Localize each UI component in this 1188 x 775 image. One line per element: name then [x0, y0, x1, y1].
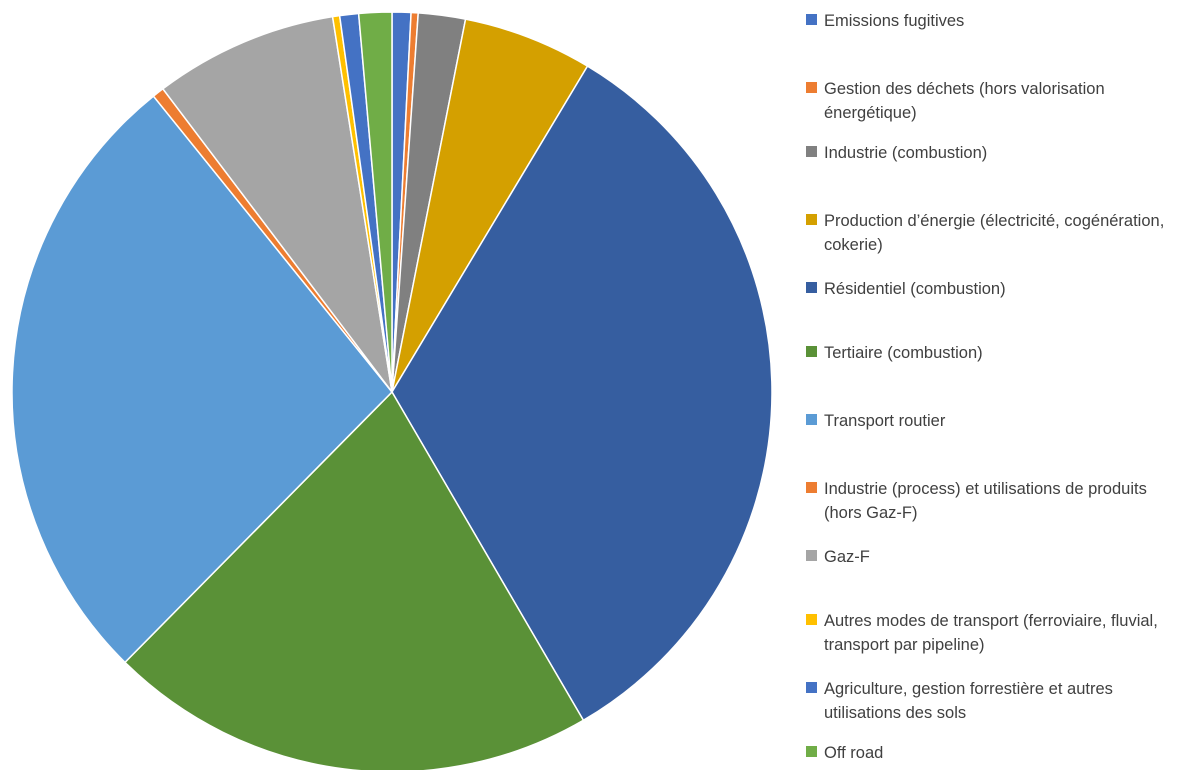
legend-swatch: [806, 682, 817, 693]
legend-item: Agriculture, gestion forrestière et autr…: [806, 677, 1186, 725]
pie-chart-area: [11, 11, 773, 773]
legend-swatch: [806, 82, 817, 93]
legend-item: Production d’énergie (électricité, cogén…: [806, 209, 1186, 257]
pie-slice-7: [11, 95, 394, 664]
legend-item: Gestion des déchets (hors valorisation é…: [806, 77, 1186, 125]
pie-slice-4: [391, 18, 589, 393]
legend-label: Agriculture, gestion forrestière et autr…: [824, 680, 1113, 722]
pie-slice-5: [391, 65, 773, 722]
legend-label: Transport routier: [824, 412, 946, 430]
legend-swatch: [806, 746, 817, 757]
legend-item: Off road: [806, 741, 1186, 765]
legend-item: Gaz-F: [806, 545, 1186, 569]
legend-swatch: [806, 550, 817, 561]
pie-slice-12: [357, 11, 393, 393]
legend-swatch: [806, 414, 817, 425]
legend-label: Autres modes de transport (ferroviaire, …: [824, 612, 1158, 654]
legend-swatch: [806, 282, 817, 293]
legend-swatch: [806, 14, 817, 25]
legend-item: Transport routier: [806, 409, 1186, 433]
pie-chart: [11, 11, 773, 773]
legend-label: Tertiaire (combustion): [824, 344, 983, 362]
legend-item: Tertiaire (combustion): [806, 341, 1186, 365]
legend-swatch: [806, 614, 817, 625]
legend-swatch: [806, 482, 817, 493]
legend-swatch: [806, 346, 817, 357]
legend-item: Industrie (combustion): [806, 141, 1186, 165]
legend-item: Industrie (process) et utilisations de p…: [806, 477, 1186, 525]
legend-label: Industrie (process) et utilisations de p…: [824, 480, 1147, 522]
legend-label: Off road: [824, 744, 884, 762]
legend-label: Gestion des déchets (hors valorisation é…: [824, 80, 1105, 122]
legend-item: Résidentiel (combustion): [806, 277, 1186, 301]
legend-label: Gaz-F: [824, 548, 870, 566]
legend-label: Emissions fugitives: [824, 12, 965, 30]
legend-label: Résidentiel (combustion): [824, 280, 1006, 298]
legend-label: Production d’énergie (électricité, cogén…: [824, 212, 1165, 254]
chart-legend: Emissions fugitives Gestion des déchets (…: [806, 0, 1186, 770]
legend-swatch: [806, 214, 817, 225]
pie-slice-6: [123, 390, 585, 773]
pie-slice-9: [161, 15, 393, 393]
legend-item: Emissions fugitives: [806, 9, 1186, 33]
legend-label: Industrie (combustion): [824, 144, 988, 162]
legend-item: Autres modes de transport (ferroviaire, …: [806, 609, 1186, 657]
legend-swatch: [806, 146, 817, 157]
